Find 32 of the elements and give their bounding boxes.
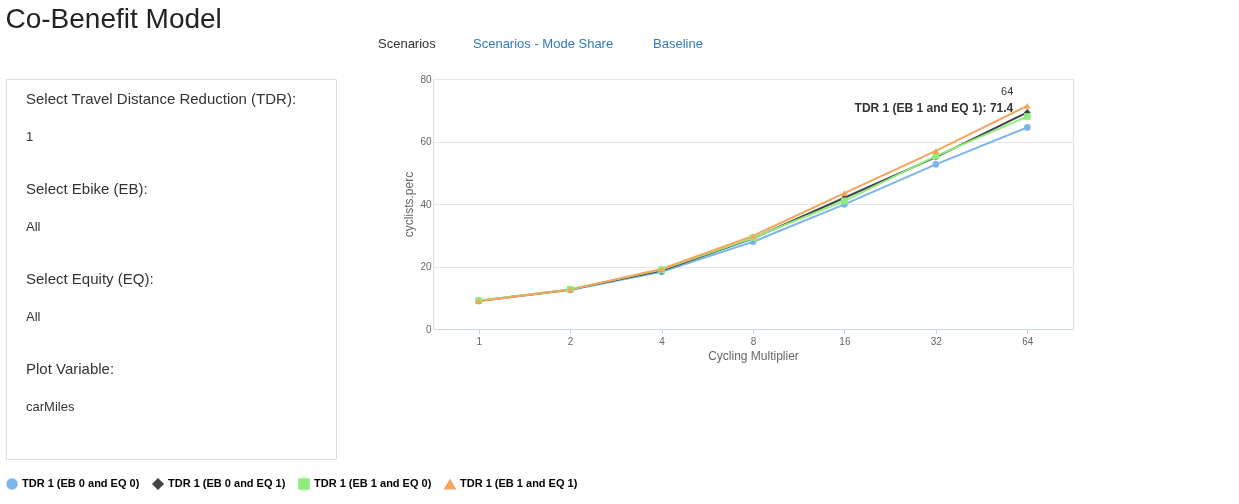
annotation: 64 — [1001, 84, 1014, 97]
x-tick-label: 8 — [750, 335, 757, 347]
text: 1 — [26, 129, 34, 144]
x-tick-label: 1 — [476, 335, 483, 347]
x-tick-label: 32 — [930, 335, 943, 347]
text: Scenarios - Mode Share — [473, 36, 614, 51]
legend-label: TDR 1 (EB 1 and EQ 1) — [460, 477, 578, 490]
text: Plot Variable: — [26, 360, 115, 377]
y-axis-title: cyclists.perc — [402, 171, 417, 238]
y-tick-label: 0 — [425, 323, 432, 335]
text: Co-Benefit Model — [5, 2, 222, 34]
y-tick-label: 40 — [420, 198, 432, 210]
y-tick-label: 20 — [420, 261, 432, 272]
text: carMiles — [26, 399, 75, 414]
legend-label: TDR 1 (EB 1 and EQ 0) — [314, 477, 432, 489]
text: Select Ebike (EB): — [26, 180, 148, 197]
text: Baseline — [653, 36, 703, 51]
text: All — [26, 309, 41, 324]
text: All — [26, 219, 41, 234]
text: Select Travel Distance Reduction (TDR): — [26, 90, 297, 107]
x-tick-label: 4 — [659, 335, 666, 347]
x-tick-label: 2 — [567, 335, 574, 347]
x-tick-label: 16 — [839, 335, 851, 347]
legend-label: TDR 1 (EB 0 and EQ 0) — [22, 477, 140, 489]
x-axis-title: Cycling Multiplier — [708, 348, 799, 363]
text: Scenarios — [378, 36, 437, 51]
y-tick-label: 60 — [420, 136, 432, 147]
annotation: TDR 1 (EB 1 and EQ 1): 71.4 — [854, 100, 1014, 115]
text: Select Equity (EQ): — [26, 270, 154, 287]
x-tick-label: 64 — [1022, 335, 1034, 347]
y-tick-label: 80 — [420, 73, 432, 85]
legend-label: TDR 1 (EB 0 and EQ 1) — [168, 477, 286, 489]
